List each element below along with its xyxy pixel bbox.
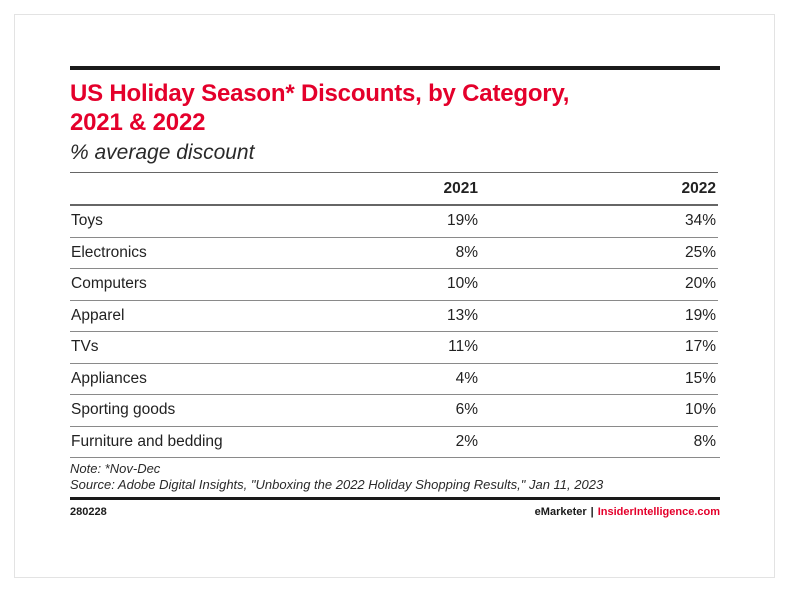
- brand-primary: eMarketer: [534, 506, 587, 518]
- category-cell: Appliances: [70, 363, 320, 395]
- table-row: Computers 10% 20%: [70, 268, 718, 301]
- bottom-rule: [70, 497, 720, 500]
- value-2022-cell: 25%: [480, 237, 718, 269]
- value-2022-cell: 10%: [480, 394, 718, 427]
- chart-title: US Holiday Season* Discounts, by Categor…: [70, 79, 720, 137]
- brand-credit: eMarketer | InsiderIntelligence.com: [535, 506, 720, 518]
- category-cell: Furniture and bedding: [71, 432, 223, 450]
- brand-secondary: InsiderIntelligence.com: [597, 506, 720, 518]
- category-cell: Computers: [70, 268, 320, 301]
- header-2021: 2021: [320, 172, 480, 206]
- table-row: Apparel 13% 19%: [70, 300, 718, 332]
- value-2022-cell: 20%: [480, 268, 718, 301]
- category-cell: Apparel: [70, 300, 320, 332]
- category-cell: Toys: [70, 205, 320, 238]
- brand-separator: |: [590, 506, 594, 518]
- value-2021-cell: 10%: [320, 268, 480, 301]
- footer: 280228 eMarketer | InsiderIntelligence.com: [70, 506, 720, 518]
- notes: Note: *Nov-Dec Source: Adobe Digital Ins…: [70, 457, 720, 493]
- title-line-2: 2021 & 2022: [70, 109, 206, 136]
- chart-subtitle: % average discount: [70, 141, 255, 164]
- table-row: TVs 11% 17%: [70, 331, 718, 364]
- discount-table: 2021 2022 Toys 19% 34% Electronics 8% 25% Comp…: [70, 172, 718, 457]
- table-row: Toys 19% 34%: [70, 205, 718, 238]
- value-2021-cell: 4%: [320, 363, 480, 395]
- chart-content: US Holiday Season* Discounts, by Categor…: [70, 66, 720, 518]
- source-text: Source: Adobe Digital Insights, "Unboxin…: [70, 477, 604, 492]
- table-header-row: 2021 2022: [70, 172, 718, 206]
- category-cell: Sporting goods: [70, 394, 320, 427]
- value-2021-cell: 19%: [320, 205, 480, 238]
- table-row: Sporting goods 6% 10%: [70, 394, 718, 427]
- category-cell: TVs: [70, 331, 320, 364]
- header-2022: 2022: [480, 172, 718, 206]
- table-row: Electronics 8% 25%: [70, 237, 718, 269]
- value-2021-cell: 6%: [320, 394, 480, 427]
- note-text: Note: *Nov-Dec: [70, 461, 161, 476]
- value-2021-cell: 11%: [320, 331, 480, 364]
- top-rule: [70, 66, 720, 70]
- value-2022-cell: 8%: [693, 432, 716, 450]
- value-2022-cell: 34%: [480, 205, 718, 238]
- header-category: [70, 172, 320, 206]
- value-2021-cell: 13%: [320, 300, 480, 332]
- value-2022-cell: 19%: [480, 300, 718, 332]
- table-row: Appliances 4% 15%: [70, 363, 718, 395]
- category-cell: Electronics: [70, 237, 320, 269]
- value-2021-cell: 8%: [320, 237, 480, 269]
- chart-id: 280228: [70, 506, 107, 518]
- value-2022-cell: 17%: [480, 331, 718, 364]
- title-line-1: US Holiday Season* Discounts, by Categor…: [70, 80, 570, 107]
- value-2021-cell: 2%: [455, 432, 478, 450]
- table-row: Furniture and bedding 2% 8%: [70, 426, 718, 457]
- table-body: Toys 19% 34% Electronics 8% 25% Computers 10% 20…: [70, 205, 718, 457]
- value-2022-cell: 15%: [480, 363, 718, 395]
